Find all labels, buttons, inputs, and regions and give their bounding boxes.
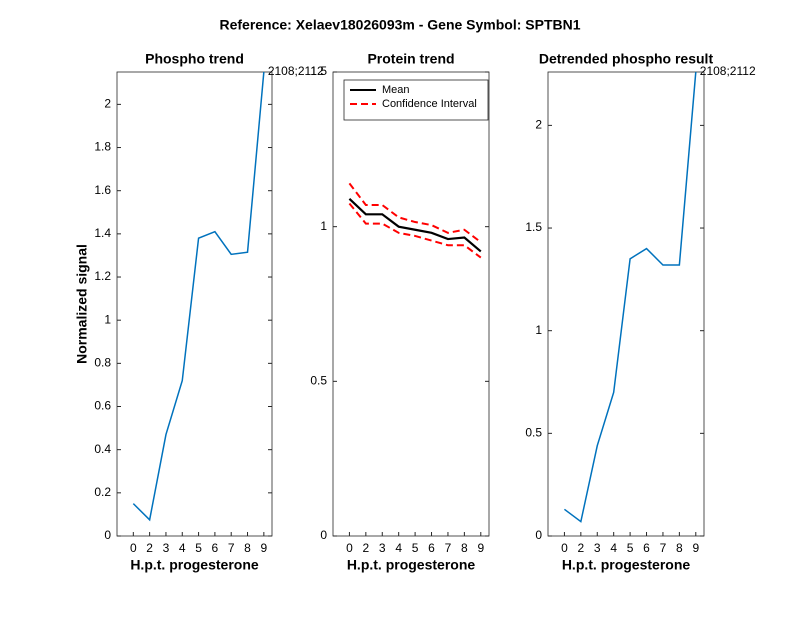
y-tick-label: 1	[104, 312, 111, 326]
x-tick-label: 0	[561, 541, 568, 555]
y-tick-label: 0.6	[94, 399, 111, 413]
x-axis-label: H.p.t. progesterone	[130, 557, 259, 573]
y-tick-label: 1	[535, 323, 542, 337]
axes-title: Detrended phospho result	[539, 51, 714, 67]
axes-box	[332, 71, 490, 537]
point-annotation: 2108;2112	[700, 64, 756, 78]
y-tick-label: 1	[320, 219, 327, 233]
point-annotation: 2108;2112	[268, 64, 324, 78]
x-tick-label: 6	[212, 541, 219, 555]
y-tick-label: 0	[535, 528, 542, 542]
x-tick-label: 7	[445, 541, 452, 555]
y-tick-label: 1.5	[310, 64, 327, 78]
y-tick-label: 1.8	[94, 140, 111, 154]
series-line	[348, 198, 482, 253]
x-tick-label: 9	[260, 541, 267, 555]
axes-title: Phospho trend	[145, 51, 244, 67]
x-axis-label: H.p.t. progesterone	[347, 557, 476, 573]
y-tick-label: 1.6	[94, 183, 111, 197]
y-tick-label: 0.2	[94, 485, 111, 499]
y-tick-label: 2	[104, 97, 111, 111]
y-tick-label: 2	[535, 118, 542, 132]
x-tick-label: 7	[660, 541, 667, 555]
x-tick-label: 8	[244, 541, 251, 555]
y-tick-label: 1.4	[94, 226, 111, 240]
series-line	[348, 182, 482, 243]
y-tick-label: 0.8	[94, 356, 111, 370]
x-tick-label: 3	[379, 541, 386, 555]
x-tick-label: 2	[362, 541, 369, 555]
y-tick-label: 0.5	[525, 426, 542, 440]
y-axis-label: Normalized signal	[74, 244, 90, 364]
y-tick-label: 0.4	[94, 442, 111, 456]
x-tick-label: 3	[594, 541, 601, 555]
x-tick-label: 6	[428, 541, 435, 555]
x-tick-label: 0	[130, 541, 137, 555]
x-tick-label: 7	[228, 541, 235, 555]
x-tick-label: 9	[477, 541, 484, 555]
y-tick-label: 1.5	[525, 220, 542, 234]
x-tick-label: 5	[627, 541, 634, 555]
x-tick-label: 2	[146, 541, 153, 555]
legend-label: Mean	[382, 84, 410, 96]
y-tick-label: 0	[320, 528, 327, 542]
x-tick-label: 4	[395, 541, 402, 555]
legend-box	[343, 79, 489, 121]
x-tick-label: 5	[195, 541, 202, 555]
axes-box	[116, 71, 273, 537]
y-tick-label: 1.2	[94, 269, 111, 283]
x-tick-label: 9	[692, 541, 699, 555]
axes-title: Protein trend	[367, 51, 454, 67]
axes-box	[547, 71, 705, 537]
x-tick-label: 3	[163, 541, 170, 555]
x-tick-label: 8	[676, 541, 683, 555]
x-tick-label: 6	[643, 541, 650, 555]
x-tick-label: 5	[412, 541, 419, 555]
y-tick-label: 0	[104, 528, 111, 542]
x-tick-label: 2	[577, 541, 584, 555]
x-tick-label: 8	[461, 541, 468, 555]
x-tick-label: 0	[346, 541, 353, 555]
x-tick-label: 4	[179, 541, 186, 555]
x-tick-label: 4	[610, 541, 617, 555]
figure-title: Reference: Xelaev18026093m - Gene Symbol…	[219, 17, 580, 33]
legend-label: Confidence Interval	[382, 98, 477, 110]
y-tick-label: 0.5	[310, 374, 327, 388]
series-line	[132, 71, 265, 522]
series-line-lower	[348, 202, 482, 259]
x-axis-label: H.p.t. progesterone	[562, 557, 691, 573]
series-line	[563, 71, 697, 523]
